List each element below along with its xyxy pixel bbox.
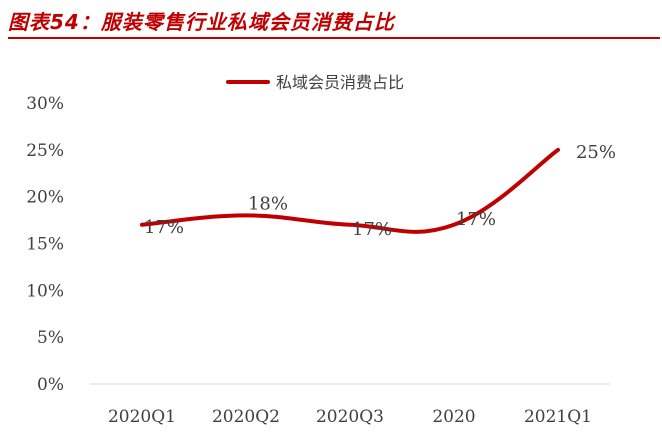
y-tick-label: 20%	[26, 188, 64, 208]
y-tick-label: 30%	[26, 94, 64, 114]
series-layer	[140, 147, 560, 234]
legend-label: 私域会员消费占比	[276, 73, 404, 92]
y-tick-label: 10%	[26, 281, 64, 301]
x-axis: 2020Q1 2020Q2 2020Q3 2020 2021Q1	[90, 383, 610, 427]
y-tick-label: 5%	[37, 328, 64, 348]
x-tick-label: 2020Q1	[108, 407, 176, 427]
data-labels: 17% 18% 17% 17% 25%	[144, 142, 616, 240]
chart-title: 图表54：服装零售行业私域会员消费占比	[8, 10, 395, 34]
y-tick-label: 15%	[26, 235, 64, 255]
y-tick-label: 0%	[37, 375, 64, 395]
data-label: 18%	[248, 193, 288, 214]
x-tick-label: 2020Q2	[212, 407, 280, 427]
y-tick-label: 25%	[26, 141, 64, 161]
y-axis: 0% 5% 10% 15% 20% 25% 30%	[26, 94, 64, 395]
data-label: 17%	[456, 209, 496, 230]
x-tick-label: 2020	[432, 407, 475, 427]
x-tick-label: 2021Q1	[524, 407, 592, 427]
series-line	[140, 147, 560, 234]
legend: 私域会员消费占比	[226, 73, 404, 92]
data-label: 17%	[144, 217, 184, 238]
data-label: 25%	[576, 142, 616, 163]
x-tick-label: 2020Q3	[316, 407, 384, 427]
data-label: 17%	[352, 219, 392, 240]
title-divider	[8, 37, 660, 39]
